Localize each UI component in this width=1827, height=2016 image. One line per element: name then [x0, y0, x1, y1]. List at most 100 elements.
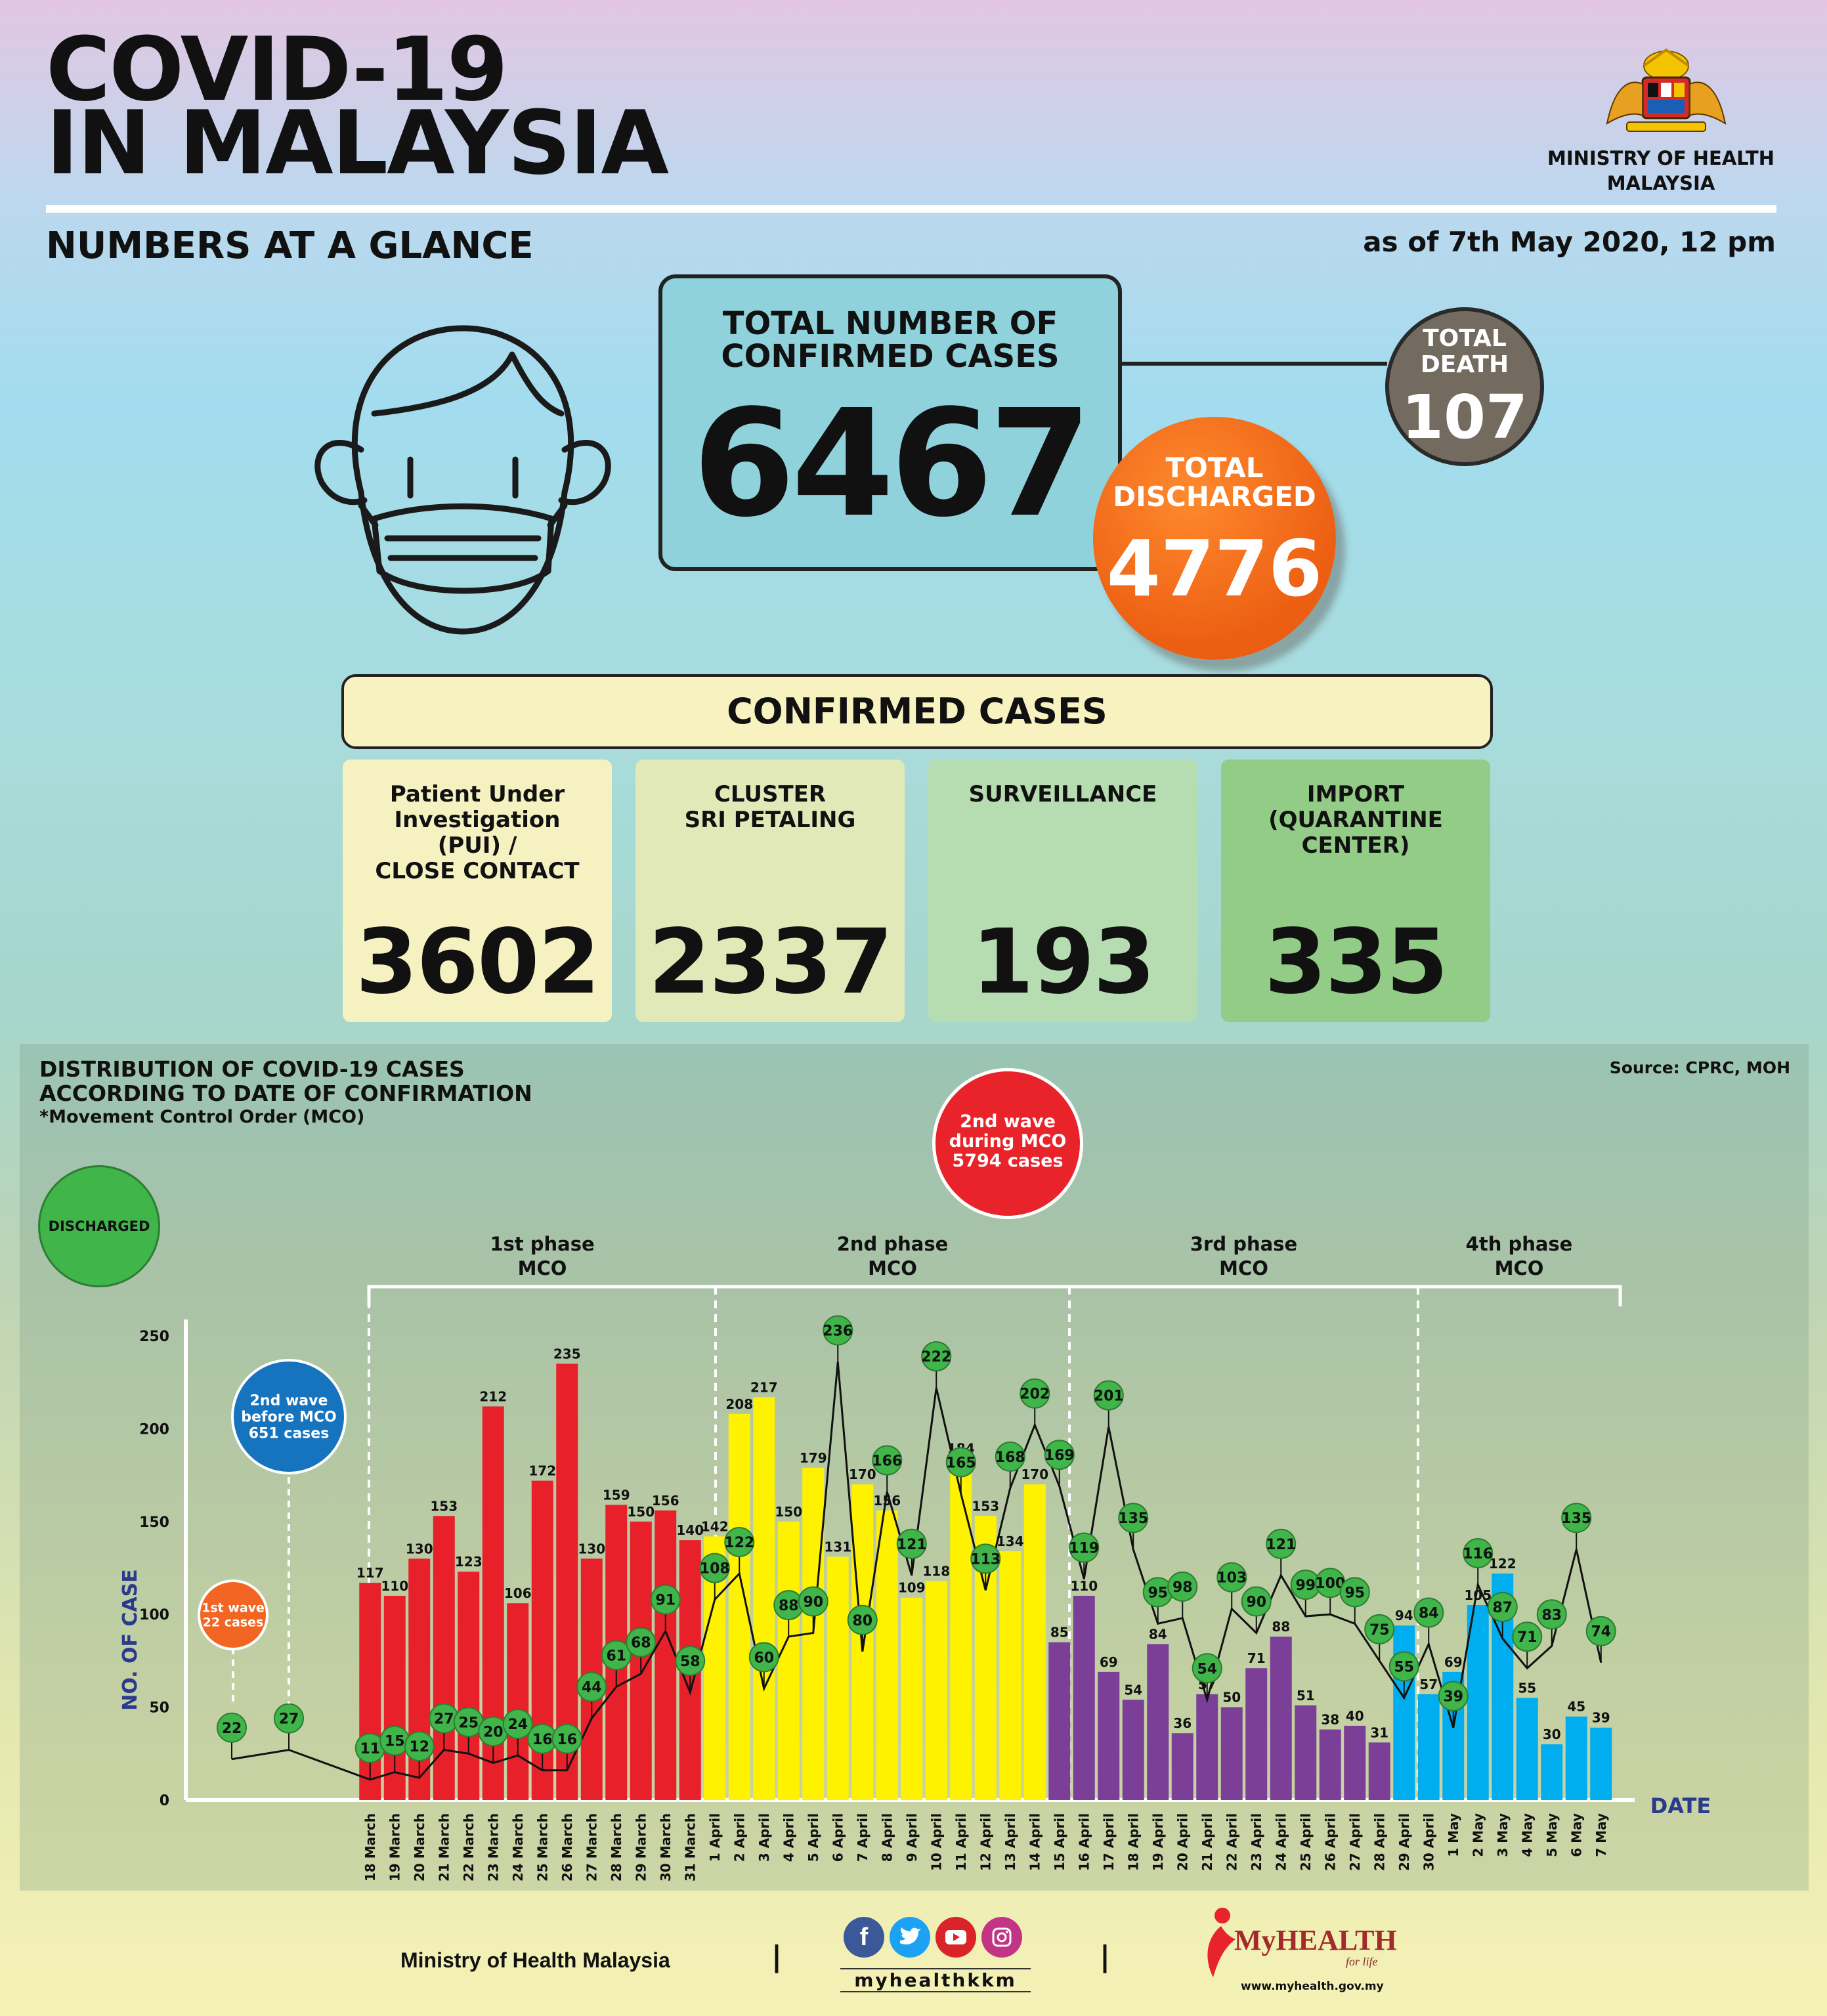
discharged-value-label: 39 — [1443, 1689, 1463, 1705]
x-tick-label: 18 March — [362, 1813, 378, 1881]
discharged-point — [724, 1526, 755, 1557]
bar-22-april — [1220, 1707, 1243, 1800]
bar-value-label: 31 — [1370, 1725, 1388, 1740]
card-cluster-sri-petaling: CLUSTER SRI PETALING 2337 — [635, 760, 905, 1022]
bar-7-may — [1590, 1727, 1612, 1800]
bar-value-label: 134 — [997, 1533, 1024, 1549]
bar-30-march — [655, 1510, 677, 1800]
wave2-before-badge-text: before MCO — [241, 1409, 337, 1425]
discharged-value-label: 25 — [458, 1715, 479, 1731]
x-tick-label: 27 March — [584, 1813, 599, 1881]
x-tick-label: 4 April — [781, 1813, 796, 1862]
twitter-icon[interactable] — [890, 1917, 930, 1958]
discharged-value-label: 71 — [1517, 1629, 1537, 1646]
bar-value-label: 94 — [1395, 1608, 1413, 1623]
total-confirmed-card: TOTAL NUMBER OF CONFIRMED CASES 6467 — [658, 274, 1122, 571]
bar-value-label: 69 — [1444, 1654, 1463, 1670]
discharged-point — [650, 1584, 681, 1615]
discharged-point — [1388, 1651, 1419, 1682]
bar-value-label: 153 — [972, 1498, 999, 1514]
wave1-badge-text: 1st wave — [202, 1600, 265, 1615]
x-tick-label: 20 April — [1174, 1813, 1190, 1871]
discharged-point — [823, 1315, 853, 1346]
y-tick-label: 150 — [139, 1514, 169, 1531]
bar-value-label: 159 — [603, 1487, 630, 1503]
myhealth-figure-logo — [1207, 1908, 1236, 1977]
bar-value-label: 50 — [1222, 1690, 1241, 1705]
bar-value-label: 118 — [922, 1563, 950, 1579]
x-tick-label: 5 April — [806, 1813, 821, 1862]
discharged-value-label: 74 — [1591, 1624, 1611, 1641]
social-handle[interactable]: myhealthkkm — [840, 1968, 1031, 1992]
bar-24-march — [507, 1603, 529, 1800]
discharged-point — [1487, 1591, 1518, 1622]
discharged-value-label: 95 — [1148, 1585, 1168, 1601]
bar-11-april — [950, 1458, 972, 1800]
discharged-point — [1093, 1380, 1124, 1411]
card-pui-label-1: Patient Under — [389, 781, 565, 807]
wave2-before-badge-text: 2nd wave — [250, 1392, 328, 1409]
y-axis-label: NO. OF CASE — [119, 1569, 142, 1711]
youtube-icon[interactable] — [935, 1917, 976, 1958]
discharged-point — [1364, 1614, 1395, 1644]
discharged-value-label: 27 — [279, 1711, 299, 1728]
ministry-line-1: MINISTRY OF HEALTH — [1547, 147, 1775, 169]
bar-value-label: 131 — [824, 1539, 851, 1555]
bar-value-label: 36 — [1173, 1715, 1192, 1731]
bar-value-label: 84 — [1149, 1626, 1167, 1642]
bar-25-april — [1295, 1705, 1317, 1800]
y-tick-label: 50 — [149, 1700, 169, 1717]
myhealth-brand: MyHEALTH — [1234, 1924, 1397, 1956]
wave2-mco-line-3: 5794 cases — [952, 1151, 1064, 1171]
bar-23-april — [1245, 1668, 1268, 1800]
bar-value-label: 150 — [775, 1504, 802, 1520]
discharged-point — [896, 1528, 927, 1559]
discharged-point — [1536, 1599, 1567, 1630]
bar-value-label: 110 — [1070, 1578, 1098, 1594]
total-death-value: 107 — [1401, 382, 1528, 452]
x-tick-label: 1 May — [1446, 1813, 1461, 1857]
x-tick-label: 24 March — [510, 1813, 526, 1881]
discharged-point — [1266, 1528, 1297, 1559]
discharged-point — [1192, 1653, 1222, 1684]
wave1-badge — [198, 1579, 269, 1650]
x-tick-label: 28 April — [1371, 1813, 1387, 1871]
discharged-point — [502, 1709, 533, 1740]
x-tick-label: 19 March — [387, 1813, 402, 1881]
y-tick-label: 100 — [139, 1607, 169, 1623]
phase-label: 1st phase — [490, 1233, 594, 1255]
phase-sublabel: MCO — [1495, 1257, 1544, 1279]
card-import-value: 335 — [1264, 911, 1448, 1014]
x-tick-label: 20 March — [412, 1813, 427, 1881]
x-tick-label: 9 April — [904, 1813, 920, 1862]
bar-9-april — [901, 1597, 923, 1800]
myhealth-url[interactable]: www.myhealth.gov.my — [1241, 1980, 1384, 1993]
chart-title-line-2: ACCORDING TO DATE OF CONFIRMATION — [39, 1081, 532, 1106]
x-tick-label: 17 April — [1101, 1813, 1117, 1871]
phase-sublabel: MCO — [868, 1257, 917, 1279]
discharged-value-label: 84 — [1419, 1605, 1439, 1621]
discharged-point — [675, 1645, 706, 1676]
bar-value-label: 130 — [578, 1541, 605, 1556]
phase-sublabel: MCO — [518, 1257, 567, 1279]
facebook-icon[interactable]: f — [844, 1917, 884, 1958]
bar-21-march — [433, 1516, 455, 1800]
bar-14-april — [1023, 1484, 1046, 1800]
x-tick-label: 22 April — [1224, 1813, 1239, 1871]
y-tick-label: 0 — [160, 1793, 169, 1809]
discharged-value-label: 15 — [385, 1734, 405, 1750]
instagram-icon[interactable] — [981, 1917, 1022, 1958]
bar-value-label: 45 — [1567, 1699, 1585, 1715]
bar-value-label: 172 — [528, 1463, 556, 1479]
total-confirmed-label-1: TOTAL NUMBER OF — [722, 305, 1058, 342]
ministry-name: MINISTRY OF HEALTH MALAYSIA — [1530, 146, 1792, 196]
x-tick-label: 21 April — [1199, 1813, 1215, 1871]
chart-note: *Movement Control Order (MCO) — [39, 1107, 365, 1127]
x-tick-label: 1 April — [707, 1813, 723, 1862]
bar-13-april — [999, 1551, 1021, 1800]
discharged-point — [1216, 1562, 1247, 1593]
ministry-line-2: MALAYSIA — [1606, 172, 1715, 194]
phase-sublabel: MCO — [1219, 1257, 1268, 1279]
discharged-point — [1463, 1537, 1494, 1568]
discharged-point — [1438, 1681, 1469, 1711]
